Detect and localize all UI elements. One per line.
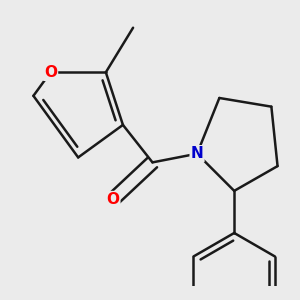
Text: O: O [44,65,57,80]
Text: N: N [191,146,203,161]
Text: O: O [106,192,119,207]
